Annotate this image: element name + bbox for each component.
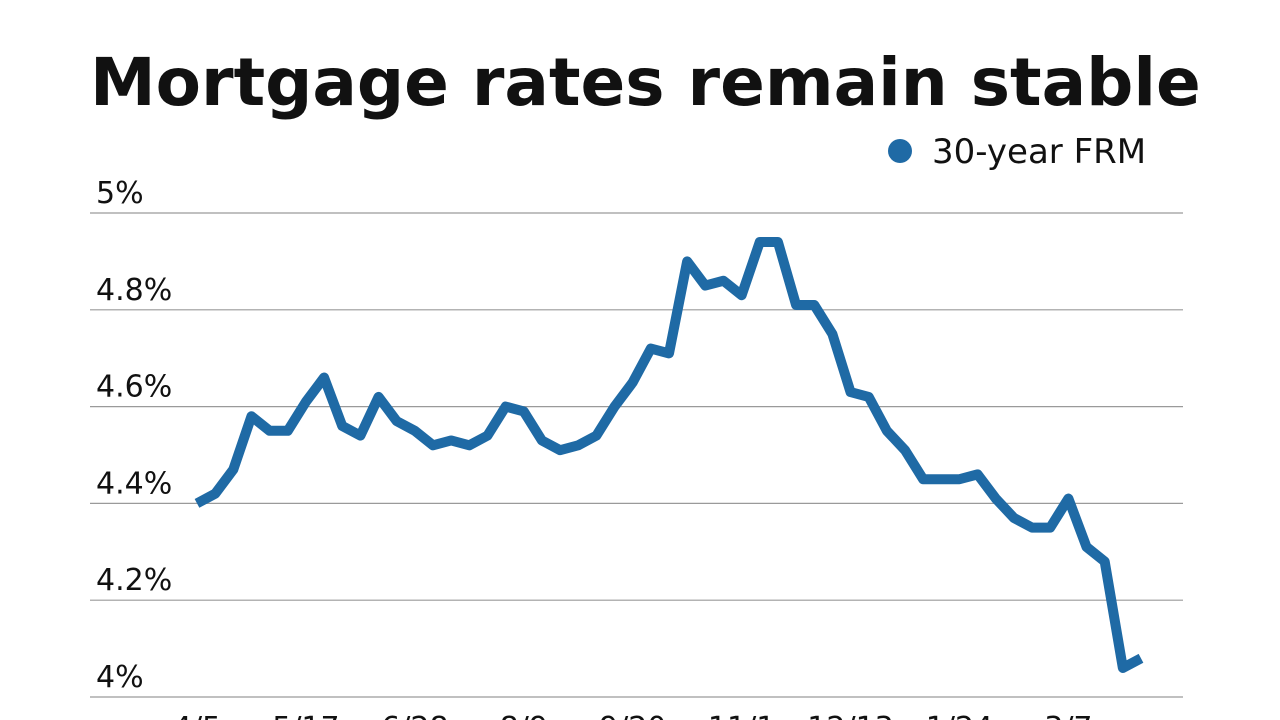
x-tick-label: 11/1 — [708, 711, 775, 720]
x-tick-label: 5/17 — [272, 711, 339, 720]
y-tick-label: 4.6% — [96, 370, 172, 405]
legend-marker — [888, 139, 912, 163]
x-tick-label: 8/9 — [500, 711, 548, 720]
legend-label: 30-year FRM — [932, 132, 1146, 172]
x-tick-label: 9/20 — [599, 711, 666, 720]
x-tick-label: 3/7 — [1044, 711, 1092, 720]
x-tick-label: 1/24 — [926, 711, 993, 720]
x-tick-label: 6/28 — [381, 711, 448, 720]
y-tick-label: 4% — [96, 660, 144, 695]
y-tick-label: 4.8% — [96, 273, 172, 308]
y-tick-label: 4.2% — [96, 563, 172, 598]
x-tick-label: 12/13 — [807, 711, 893, 720]
chart-title: Mortgage rates remain stable — [90, 44, 1201, 121]
x-tick-label: 4/5 — [173, 711, 221, 720]
data-line — [194, 237, 1144, 673]
y-tick-label: 5% — [96, 176, 144, 211]
y-tick-label: 4.4% — [96, 466, 172, 501]
